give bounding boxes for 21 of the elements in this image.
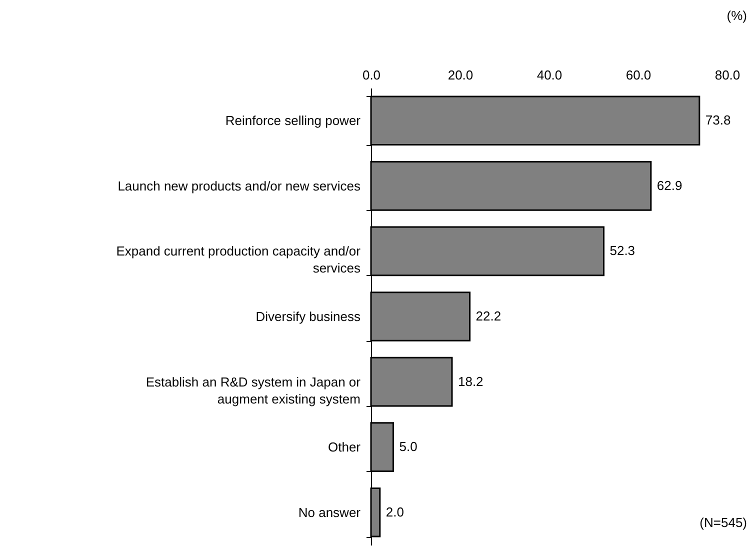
y-tick-label: Reinforce selling power xyxy=(225,113,362,128)
x-tick-label: 0.0 xyxy=(362,68,381,82)
text: (%) xyxy=(726,8,747,23)
x-tick-label: 40.0 xyxy=(536,68,562,82)
y-tick-label: Launch new products and/or new services xyxy=(118,178,361,194)
data-label: 5.0 xyxy=(399,439,418,454)
data-label: 22.2 xyxy=(476,308,502,324)
y-tick-label: Establish an R&D system in Japan or augment existing system xyxy=(146,374,362,406)
data-label: 18.2 xyxy=(458,374,484,389)
y-tick-label: Diversify business xyxy=(256,309,361,324)
y-tick-label: Other xyxy=(328,440,362,455)
data-label: 62.9 xyxy=(656,178,682,193)
y-tick-label: Expand current production capacity and/or services xyxy=(116,244,362,276)
y-tick-label: No answer xyxy=(298,504,362,520)
x-tick-label: 20.0 xyxy=(448,68,474,82)
data-label: 52.3 xyxy=(610,243,636,258)
x-tick-label: 80.0 xyxy=(714,68,740,82)
x-tick-label: 60.0 xyxy=(626,68,652,82)
annotation: (N=545) xyxy=(700,515,747,530)
data-label: 2.0 xyxy=(386,504,404,520)
data-label: 73.8 xyxy=(705,112,731,128)
